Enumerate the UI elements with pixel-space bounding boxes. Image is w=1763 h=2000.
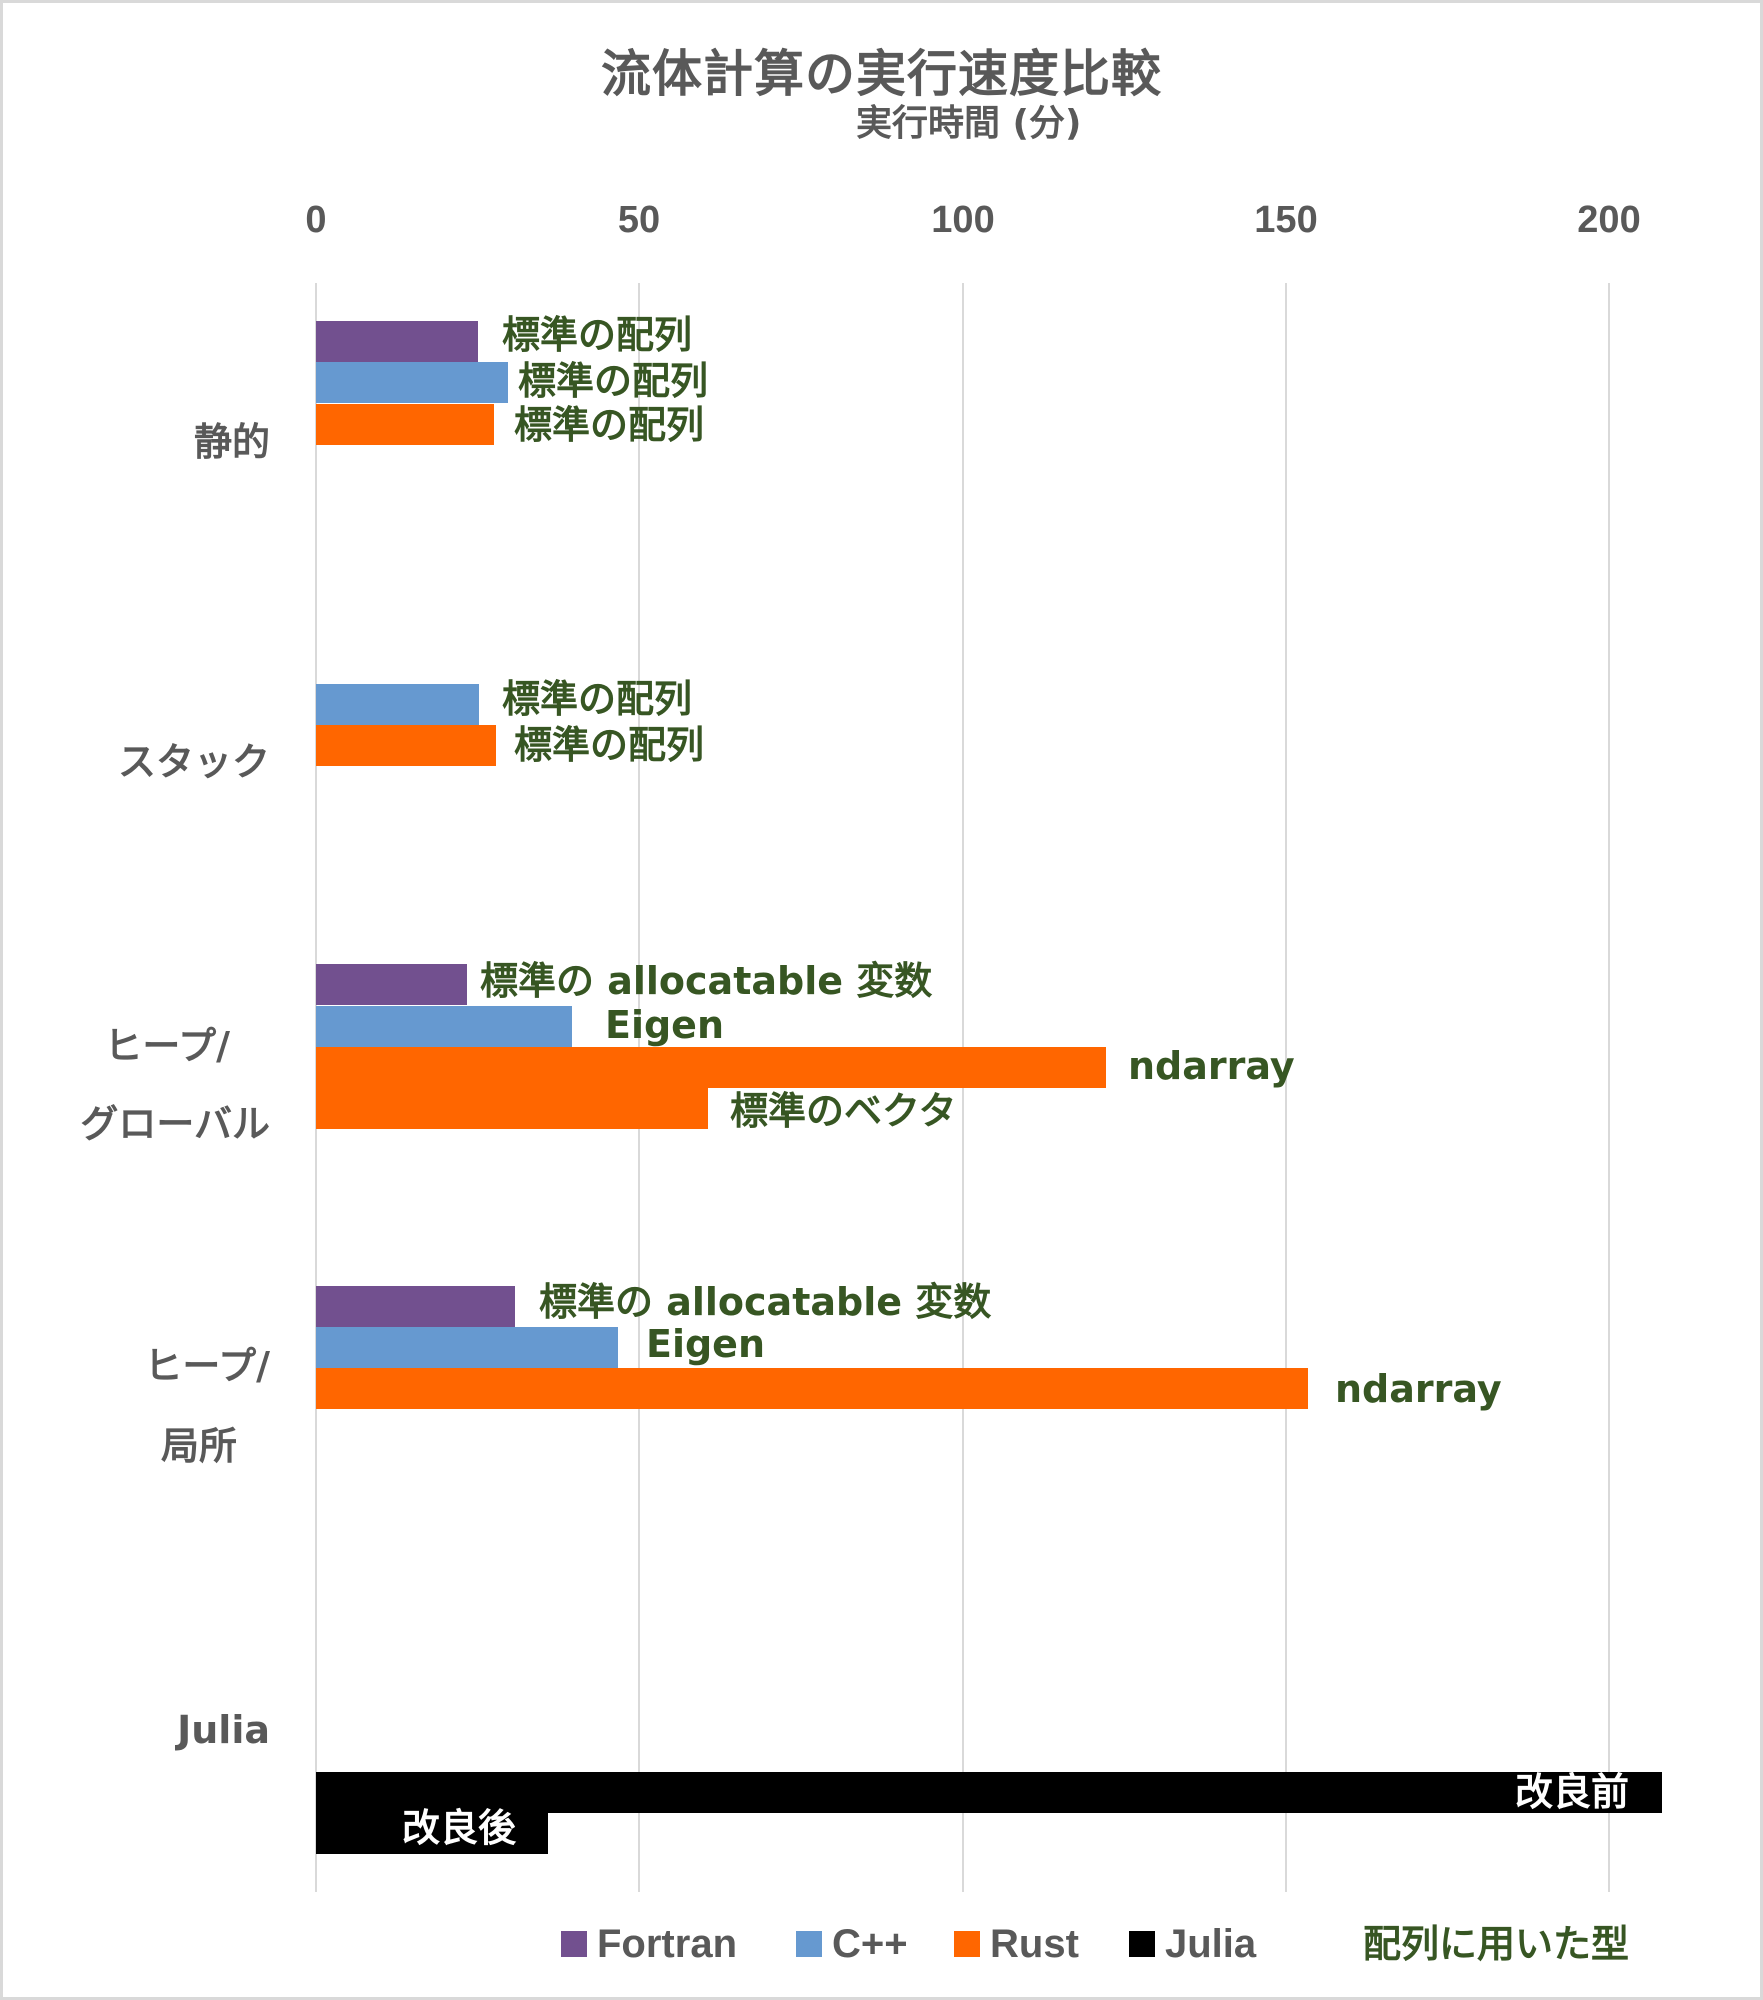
category-julia: Julia [177,1708,270,1752]
category-heap-local-line1: ヒープ/ [144,1344,270,1388]
legend-item-julia[interactable]: Julia [1129,1924,1256,1964]
bar-stack-cpp [316,684,479,725]
x-tick-150: 150 [1254,199,1318,241]
bar-heap-global-rust-vec [316,1088,708,1129]
bar-heap-local-cpp [316,1327,618,1368]
legend-swatch-rust [954,1931,980,1957]
data-label: ndarray [1128,1044,1295,1088]
legend-label: C++ [832,1922,908,1966]
bar-static-fortran [316,321,478,362]
x-tick-200: 200 [1577,199,1641,241]
data-label-julia-before: 改良前 [1515,1770,1630,1814]
legend-item-cpp[interactable]: C++ [796,1924,908,1964]
data-label: 標準の allocatable 変数 [480,959,933,1003]
data-label: 標準の配列 [514,723,705,767]
category-stack: スタック [117,740,270,784]
category-static: 静的 [193,420,270,464]
bar-heap-local-fortran [316,1286,515,1327]
x-axis-label: 実行時間 (分) [856,103,1082,144]
legend-swatch-cpp [796,1931,822,1957]
data-label: Eigen [646,1322,766,1366]
data-label: 標準の配列 [502,677,693,721]
bar-static-cpp [316,362,508,403]
bar-julia-after [316,1813,548,1854]
data-label: 標準のベクタ [730,1089,957,1133]
x-tick-0: 0 [305,199,327,241]
bar-static-rust [316,404,494,445]
x-tick-100: 100 [931,199,995,241]
bar-heap-local-rust [316,1368,1308,1409]
gridline-150 [1285,283,1287,1892]
legend-item-rust[interactable]: Rust [954,1924,1079,1964]
bar-stack-rust [316,725,496,766]
data-label: 標準の配列 [514,403,705,447]
data-label: 標準の配列 [518,359,709,403]
category-heap-global-line1: ヒープ/ [104,1024,230,1068]
legend-label: Julia [1165,1922,1257,1966]
legend-swatch-julia [1129,1931,1155,1957]
bar-julia-before [316,1772,1662,1813]
legend-item-fortran[interactable]: Fortran [561,1924,737,1964]
data-label: ndarray [1335,1367,1502,1411]
x-tick-50: 50 [617,199,661,241]
legend-label: Rust [990,1922,1079,1966]
category-heap-global-line2: グローバル [80,1102,270,1146]
legend-swatch-fortran [561,1931,587,1957]
chart-title: 流体計算の実行速度比較 [601,45,1162,103]
bar-heap-global-cpp [316,1006,572,1047]
category-heap-local-line2: 局所 [160,1424,237,1468]
legend-label: Fortran [597,1922,737,1966]
data-label: 標準の allocatable 変数 [539,1280,992,1324]
data-label-julia-after: 改良後 [402,1806,517,1850]
gridline-200 [1608,283,1610,1892]
legend-note: 配列に用いた型 [1363,1922,1630,1966]
bar-heap-global-fortran [316,964,467,1005]
data-label: Eigen [605,1003,725,1047]
data-label: 標準の配列 [502,313,693,357]
bar-heap-global-rust-ndarray [316,1047,1106,1088]
